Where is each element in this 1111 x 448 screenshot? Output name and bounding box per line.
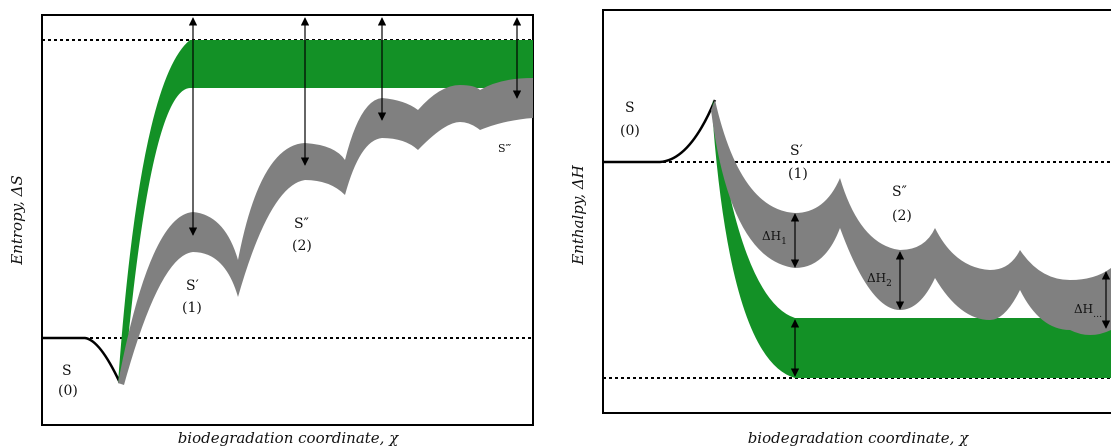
- gray-band: [711, 100, 1111, 335]
- x-axis-label: biodegradation coordinate, χ: [748, 429, 970, 447]
- y-axis-label: Entropy, ΔS: [8, 175, 26, 266]
- delta-sub: 1: [781, 237, 787, 247]
- initial-curve: [603, 99, 717, 164]
- state-label: S‴: [498, 142, 512, 155]
- state-label: S″: [892, 184, 907, 200]
- state-index: (2): [292, 238, 312, 254]
- x-axis-label: biodegradation coordinate, χ: [178, 429, 400, 447]
- delta-label: ΔH2: [867, 271, 892, 289]
- frame: [41, 14, 534, 426]
- state-index: (1): [788, 166, 808, 182]
- left-panel: S (0) S′ (1) S″ (2) S‴ Entropy, ΔS biode…: [8, 14, 534, 447]
- initial-curve: [42, 336, 122, 384]
- state-label: S′: [186, 278, 199, 294]
- delta-label: ΔH…: [1074, 302, 1102, 320]
- state-index: (2): [892, 208, 912, 224]
- delta-sub: …: [1093, 310, 1102, 320]
- frame: [602, 9, 1111, 414]
- right-panel: S (0) S′ (1) S″ (2) ΔH1 ΔH2 ΔH… Enthalpy…: [569, 9, 1111, 447]
- delta-symbol: ΔH: [867, 271, 886, 285]
- state-label: S: [62, 363, 72, 379]
- state-label: S′: [790, 143, 803, 159]
- delta-symbol: ΔH: [1074, 302, 1093, 316]
- state-index: (0): [58, 383, 78, 399]
- state-label: S: [625, 100, 635, 116]
- y-axis-label: Enthalpy, ΔH: [569, 164, 587, 265]
- delta-label: ΔH1: [762, 229, 787, 247]
- delta-sub: 2: [886, 279, 892, 289]
- state-label: S″: [294, 216, 309, 232]
- state-index: (0): [620, 123, 640, 139]
- delta-symbol: ΔH: [762, 229, 781, 243]
- state-index: (1): [182, 300, 202, 316]
- gray-band: [118, 78, 533, 385]
- green-band: [118, 40, 533, 383]
- green-band: [712, 100, 1111, 378]
